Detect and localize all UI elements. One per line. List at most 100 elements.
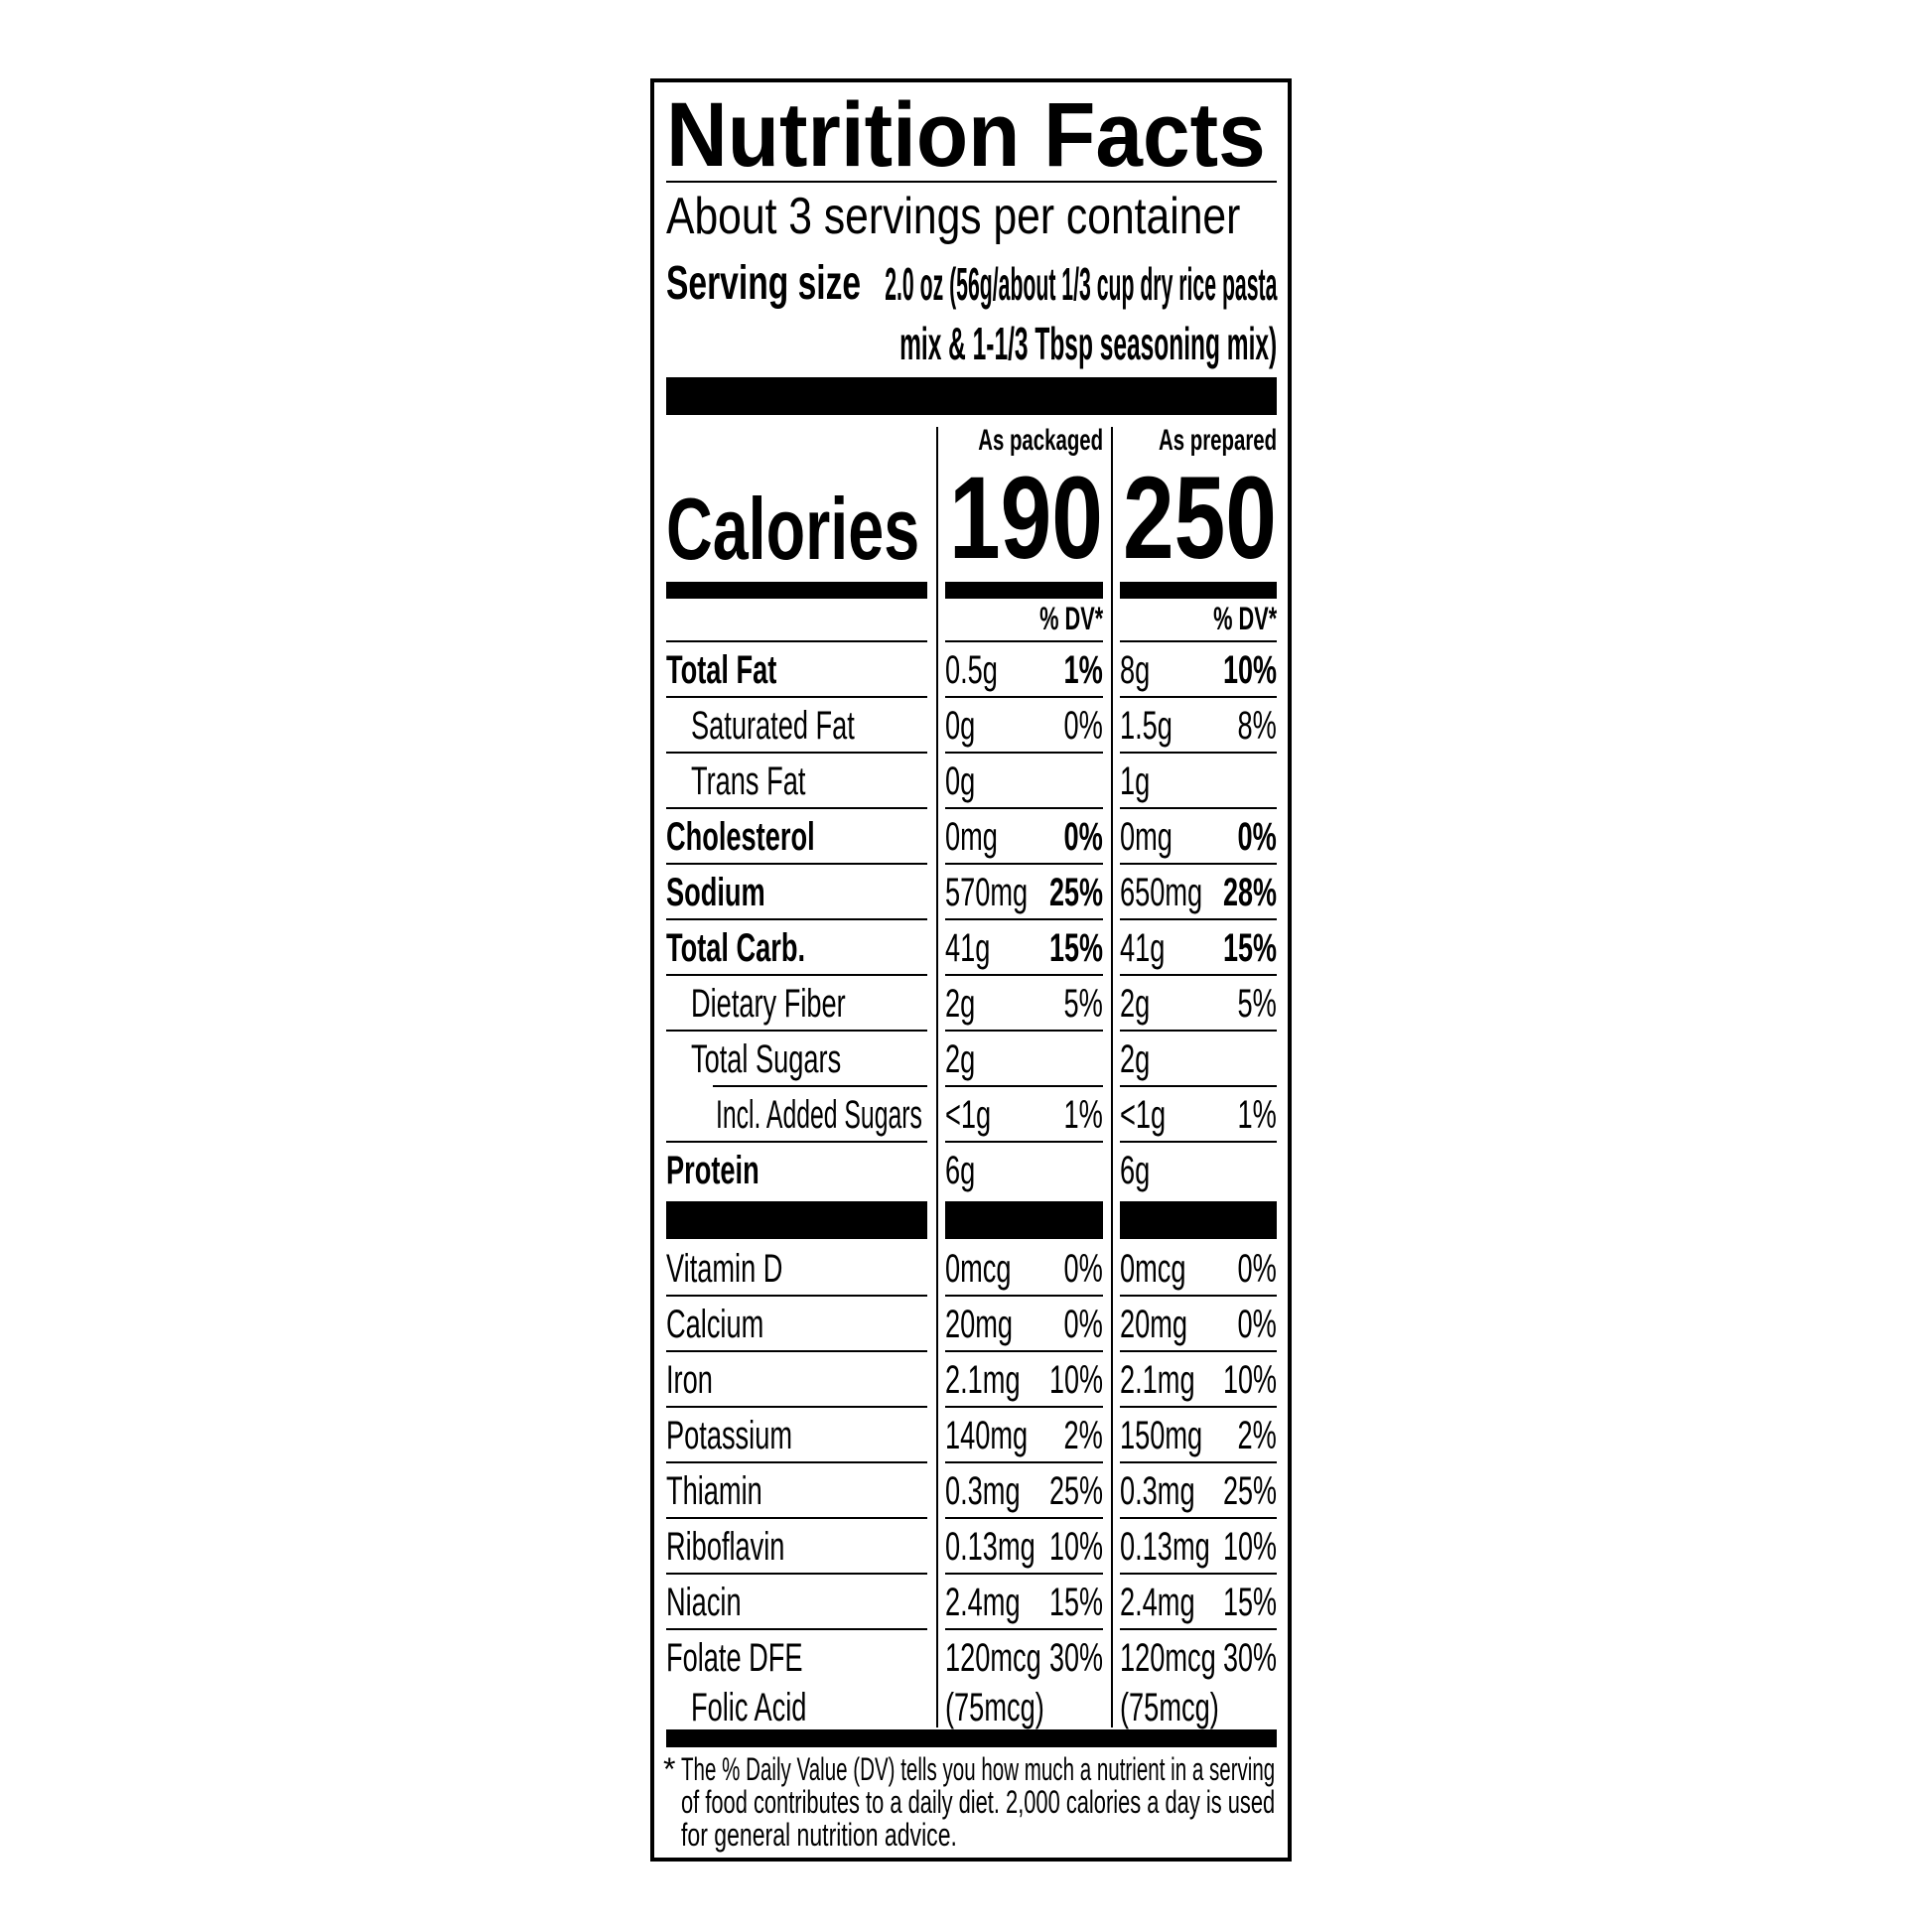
prepared-dv: 0%	[1219, 809, 1277, 865]
amount-value: 120mcg	[945, 1636, 1041, 1680]
nutrient-name: Niacin	[666, 1581, 742, 1624]
amount-value: 8g	[1120, 648, 1151, 692]
amount-value: 2.1mg	[1120, 1358, 1195, 1402]
packaged-amount: 2g	[945, 976, 990, 1032]
amount-value: 0.3mg	[945, 1469, 1021, 1513]
calories-packaged: 190	[907, 460, 1103, 577]
prepared-amount: 2g	[1120, 976, 1165, 1032]
packaged-dv: 15%	[1024, 920, 1103, 976]
nutrient-label: Total Sugars	[691, 1032, 911, 1087]
nutrient-name: Trans Fat	[691, 759, 806, 803]
nutrient-label: Trans Fat	[691, 754, 860, 809]
calories-bar	[666, 582, 927, 599]
prepared-dv: 15%	[1197, 1575, 1277, 1630]
row-divider	[666, 1406, 927, 1408]
row-divider	[666, 807, 927, 809]
nutrient-name: Riboflavin	[666, 1525, 785, 1569]
thick-divider	[666, 377, 1277, 415]
amount-value: 20mg	[1120, 1303, 1188, 1346]
nutrient-label: Dietary Fiber	[691, 976, 918, 1032]
row-divider	[666, 1350, 927, 1352]
dv-value: 1%	[1063, 1093, 1103, 1137]
row-divider	[1120, 1628, 1277, 1630]
row-divider	[1120, 640, 1277, 642]
amount-value: 20mg	[945, 1303, 1014, 1346]
serving-size-line2-text: mix & 1-1/3 Tbsp seasoning mix)	[898, 318, 1277, 369]
prepared-header-text: As prepared	[1158, 424, 1277, 457]
packaged-amount: 0g	[945, 698, 990, 754]
packaged-dv: 5%	[1045, 976, 1103, 1032]
amount-value: 0g	[945, 759, 976, 803]
nutrient-label: Niacin	[666, 1575, 776, 1630]
row-divider	[666, 752, 927, 754]
dv-value: 1%	[1237, 1093, 1277, 1137]
nutrient-label: Thiamin	[666, 1463, 807, 1519]
row-divider	[1120, 863, 1277, 865]
amount-value: 2g	[945, 982, 976, 1026]
packaged-folic-acid: (75mcg)	[945, 1680, 1091, 1735]
row-divider	[945, 974, 1103, 976]
packaged-dv: 1%	[1045, 1087, 1103, 1143]
dv-value: 5%	[1063, 982, 1103, 1026]
row-divider	[945, 1350, 1103, 1352]
amount-value: 0mg	[1120, 815, 1173, 859]
nutrient-name: Potassium	[666, 1414, 792, 1457]
row-divider	[666, 696, 927, 698]
nutrient-name: Total Carb.	[666, 926, 806, 970]
amount-value: 0.5g	[945, 648, 998, 692]
packaged-dv: 15%	[1024, 1575, 1103, 1630]
amount-value: 140mg	[945, 1414, 1029, 1457]
packaged-amount: 0mg	[945, 809, 1023, 865]
vitamin-bar	[1120, 1201, 1277, 1239]
prepared-dv: 8%	[1219, 698, 1277, 754]
nutrient-label: Iron	[666, 1352, 735, 1408]
row-divider	[945, 1141, 1103, 1143]
prepared-amount: <1g	[1120, 1087, 1187, 1143]
nutrient-name: Protein	[666, 1149, 759, 1192]
row-divider	[1120, 1141, 1277, 1143]
dv-value: 2%	[1237, 1414, 1277, 1457]
nutrient-label: Protein	[666, 1143, 803, 1198]
row-divider	[1120, 974, 1277, 976]
title-text: Nutrition Facts	[666, 84, 1266, 186]
row-divider	[1120, 1573, 1277, 1575]
row-divider	[945, 863, 1103, 865]
dv-value: 10%	[1048, 1358, 1103, 1402]
packaged-dv: 0%	[1045, 1297, 1103, 1352]
row-divider	[945, 1628, 1103, 1630]
row-divider	[1120, 1295, 1277, 1297]
dv-header-packaged: % DV*	[1010, 600, 1103, 637]
packaged-dv: 0%	[1045, 698, 1103, 754]
prepared-amount: 2g	[1120, 1032, 1165, 1087]
row-divider	[1120, 1350, 1277, 1352]
row-divider	[666, 1628, 927, 1630]
packaged-header-text: As packaged	[978, 424, 1103, 457]
nutrient-label: Calcium	[666, 1297, 809, 1352]
dv-header-text: % DV*	[1212, 601, 1277, 636]
prepared-amount: 1.5g	[1120, 698, 1197, 754]
dv-header-text: % DV*	[1038, 601, 1103, 636]
row-divider	[666, 1295, 927, 1297]
prepared-amount: 2.4mg	[1120, 1575, 1230, 1630]
amount-value: 0mcg	[945, 1247, 1012, 1291]
nutrition-facts-label	[650, 78, 1292, 1862]
prepared-amount: 0mg	[1120, 809, 1197, 865]
packaged-header: As packaged	[919, 423, 1103, 459]
packaged-amount: <1g	[945, 1087, 1013, 1143]
prepared-amount: 120mcg	[1120, 1630, 1261, 1686]
prepared-amount: 41g	[1120, 920, 1186, 976]
row-divider	[945, 696, 1103, 698]
nutrient-label: Vitamin D	[666, 1241, 838, 1297]
nutrient-name: Calcium	[666, 1303, 764, 1346]
dv-value: 15%	[1222, 926, 1277, 970]
dv-value: 25%	[1222, 1469, 1277, 1513]
row-divider	[945, 1085, 1103, 1087]
prepared-dv: 25%	[1197, 1463, 1277, 1519]
row-divider	[945, 807, 1103, 809]
prepared-amount: 150mg	[1120, 1408, 1241, 1463]
serving-size-line2: mix & 1-1/3 Tbsp seasoning mix)	[569, 316, 1277, 371]
row-divider	[1120, 1406, 1277, 1408]
dv-value: 0%	[1063, 1247, 1103, 1291]
serving-size-label-text: Serving size	[666, 257, 862, 310]
packaged-dv: 10%	[1024, 1352, 1103, 1408]
